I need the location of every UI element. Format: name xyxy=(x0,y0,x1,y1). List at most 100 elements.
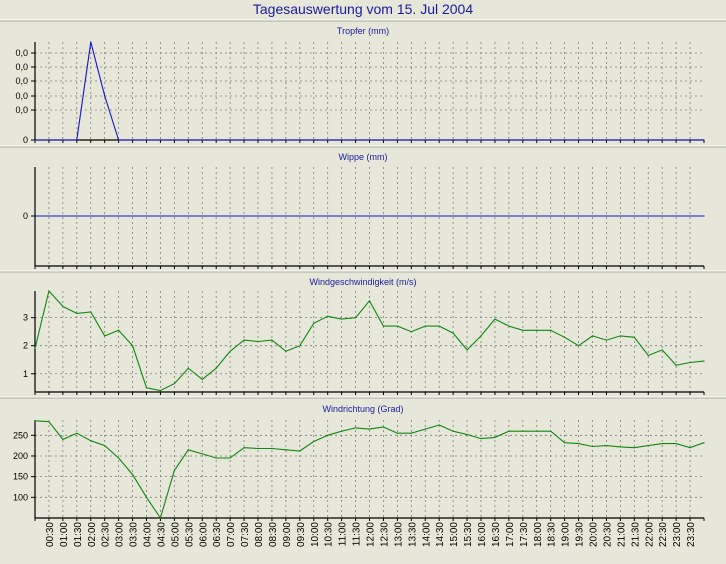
data-point xyxy=(633,336,635,338)
data-point xyxy=(327,434,329,436)
y-tick-label: 150 xyxy=(13,472,28,482)
x-tick-label: 13:00 xyxy=(393,522,404,547)
data-point xyxy=(104,95,106,97)
data-point xyxy=(675,139,677,141)
data-point xyxy=(605,139,608,141)
data-point xyxy=(633,139,635,141)
data-point xyxy=(410,432,412,434)
x-tick-label: 17:00 xyxy=(505,522,516,547)
chart-panel-3: Windgeschwindigkeit (m/s) 3 2 1 xyxy=(0,270,726,395)
panel-title: Windrichtung (Grad) xyxy=(322,404,403,414)
data-point xyxy=(438,325,440,327)
data-point xyxy=(62,438,64,441)
data-point xyxy=(396,432,398,434)
data-point xyxy=(661,349,663,351)
data-point xyxy=(131,139,134,141)
x-tick-label: 02:00 xyxy=(87,522,98,547)
x-tick-label: 01:00 xyxy=(59,522,70,547)
data-point xyxy=(341,139,343,141)
data-point xyxy=(536,329,538,331)
y-tick-label: 250 xyxy=(13,430,28,440)
data-point xyxy=(536,139,538,141)
data-point xyxy=(229,457,231,459)
data-point xyxy=(619,139,621,141)
series-line xyxy=(34,289,705,392)
x-tick-label: 19:00 xyxy=(561,522,572,547)
data-point xyxy=(508,139,510,141)
data-point xyxy=(424,428,426,430)
panel-title: Windgeschwindigkeit (m/s) xyxy=(309,277,416,287)
data-point xyxy=(145,139,148,141)
data-point xyxy=(522,430,524,432)
data-point xyxy=(354,139,357,141)
x-tick-label: 21:30 xyxy=(630,522,641,547)
data-point xyxy=(131,345,134,347)
y-tick-label: 1 xyxy=(23,369,28,379)
x-tick-label: 10:30 xyxy=(324,522,335,547)
data-point xyxy=(145,496,148,498)
data-point xyxy=(382,139,385,141)
data-point xyxy=(703,360,705,362)
x-tick-label: 05:30 xyxy=(184,522,195,547)
data-point xyxy=(257,139,259,141)
data-point xyxy=(118,139,120,141)
data-point xyxy=(327,315,329,317)
panel-title: Tropfer (mm) xyxy=(337,26,389,36)
data-point xyxy=(703,442,705,444)
chart-panel-4: Windrichtung (Grad) 250 200 150 100 xyxy=(0,396,726,521)
data-point xyxy=(104,445,106,447)
y-tick-label: 200 xyxy=(13,451,28,461)
data-point xyxy=(48,421,50,423)
chart-panel-1: Tropfer (mm) 0,0 0,0 0,0 0,0 0,0 0 xyxy=(0,19,726,145)
data-point xyxy=(118,329,120,331)
x-tick-label: 14:00 xyxy=(421,522,432,547)
data-point xyxy=(313,440,315,443)
y-tick-label: 0 xyxy=(23,135,28,145)
data-point xyxy=(201,453,203,455)
data-point xyxy=(285,350,287,352)
data-point xyxy=(76,432,78,434)
data-point xyxy=(299,345,301,347)
data-point xyxy=(550,430,552,432)
data-point xyxy=(271,447,273,450)
x-tick-label: 18:00 xyxy=(533,522,544,547)
data-point xyxy=(104,335,106,337)
data-point xyxy=(619,446,621,448)
data-point xyxy=(285,139,287,141)
data-point xyxy=(299,450,301,452)
x-tick-label: 03:30 xyxy=(129,522,140,547)
data-point xyxy=(90,41,92,43)
chart-panel-2: Wippe (mm) 0 xyxy=(0,145,726,269)
data-point xyxy=(605,339,608,341)
data-point xyxy=(187,367,189,369)
data-point xyxy=(675,364,677,366)
x-tick-label: 06:30 xyxy=(212,522,223,547)
data-point xyxy=(438,139,440,141)
x-tick-label: 23:00 xyxy=(672,522,683,547)
data-point xyxy=(647,354,649,357)
x-tick-label: 04:00 xyxy=(143,522,154,547)
data-point xyxy=(396,139,398,141)
data-point xyxy=(34,347,36,350)
data-point xyxy=(34,420,36,422)
data-point xyxy=(550,329,552,331)
data-point xyxy=(48,290,50,292)
data-point xyxy=(243,139,245,141)
data-point xyxy=(564,442,566,444)
data-point xyxy=(271,139,273,141)
data-point xyxy=(229,139,231,141)
x-tick-label: 10:00 xyxy=(310,522,321,547)
data-point xyxy=(187,449,189,451)
data-point xyxy=(90,440,92,442)
data-point xyxy=(480,139,482,141)
data-point xyxy=(619,335,621,337)
data-point xyxy=(62,139,64,141)
data-point xyxy=(647,445,649,447)
data-point xyxy=(229,350,231,352)
data-point xyxy=(131,473,134,476)
data-point xyxy=(173,139,175,141)
data-point xyxy=(466,349,468,351)
x-tick-label: 03:00 xyxy=(115,522,126,547)
